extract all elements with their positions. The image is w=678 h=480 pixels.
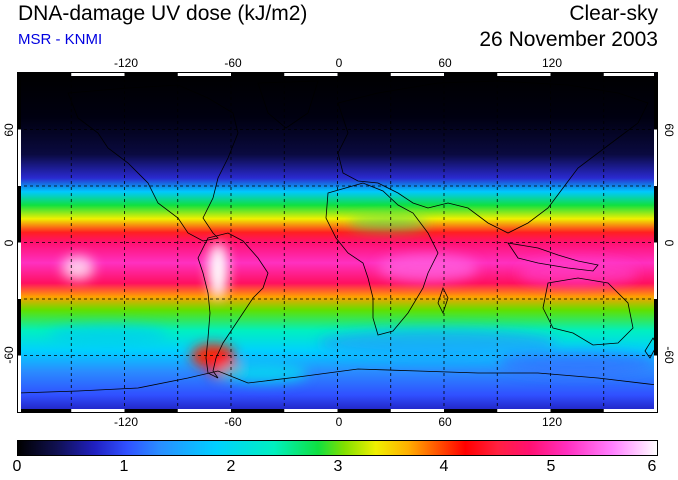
- coastline-indonesia: [507, 242, 599, 272]
- coastline-north-america: [67, 84, 239, 242]
- bottom-lon-tick-label: 120: [541, 415, 563, 429]
- right-lat-tick-label: 60: [662, 123, 676, 137]
- top-lon-tick-label: 0: [335, 56, 343, 70]
- edge-bar: [18, 73, 72, 76]
- edge-bar: [71, 409, 125, 412]
- colorbar-label: 6: [647, 458, 657, 475]
- edge-bar: [497, 73, 551, 76]
- edge-bar: [18, 129, 21, 186]
- edge-bar: [18, 299, 21, 356]
- edge-bar: [654, 355, 657, 412]
- edge-bar: [284, 409, 338, 412]
- coastline-antarctica: [18, 368, 657, 394]
- edge-bar: [18, 409, 72, 412]
- edge-bar: [337, 73, 391, 76]
- coastlines: [18, 80, 657, 394]
- coastline-madagascar: [437, 286, 449, 315]
- source-label: MSR - KNMI: [18, 31, 103, 48]
- right-lat-tick-label: 0: [662, 239, 676, 247]
- sky-condition-label: Clear-sky: [569, 2, 658, 25]
- date-label: 26 November 2003: [479, 28, 658, 51]
- edge-bar: [654, 299, 657, 356]
- edge-bar: [654, 242, 657, 299]
- bottom-lon-tick-label: -60: [224, 415, 242, 429]
- colorbar-label: 1: [119, 458, 129, 475]
- edge-bar: [444, 73, 498, 76]
- colorbar-label: 0: [12, 458, 22, 475]
- left-lat-tick-label: 0: [2, 239, 16, 247]
- edge-bar: [284, 73, 338, 76]
- coastline-africa: [325, 182, 439, 336]
- coastline-south-america: [197, 232, 269, 379]
- edge-bar: [603, 409, 657, 412]
- coastline-greenland: [257, 80, 319, 129]
- colorbar-label: 2: [226, 458, 236, 475]
- edge-bar: [444, 409, 498, 412]
- colorbar-label: 5: [546, 458, 556, 475]
- edge-bar: [231, 409, 285, 412]
- edge-bar: [497, 409, 551, 412]
- edge-bar: [18, 242, 21, 299]
- coastline-eurasia: [337, 80, 649, 234]
- bottom-lon-tick-label: -120: [113, 415, 139, 429]
- edge-bar: [603, 73, 657, 76]
- edge-bar: [337, 409, 391, 412]
- edge-bar: [231, 73, 285, 76]
- graticule: [18, 73, 657, 412]
- edge-bar: [550, 409, 604, 412]
- edge-bar: [177, 409, 231, 412]
- edge-tick-bars: [18, 73, 657, 412]
- top-lon-tick-label: -60: [224, 56, 242, 70]
- edge-bar: [71, 73, 125, 76]
- uv-dose-map[interactable]: [17, 72, 658, 413]
- bottom-lon-tick-label: 0: [335, 415, 343, 429]
- uv-field-features: [48, 215, 657, 383]
- edge-bar: [390, 409, 444, 412]
- edge-bar: [550, 73, 604, 76]
- map-canvas: [18, 73, 657, 412]
- map-title: DNA-damage UV dose (kJ/m2): [18, 2, 308, 25]
- top-lon-tick-label: 120: [541, 56, 563, 70]
- left-lat-tick-label: -60: [2, 346, 16, 364]
- edge-bar: [654, 129, 657, 186]
- edge-bar: [654, 186, 657, 243]
- edge-bar: [654, 73, 657, 130]
- edge-bar: [18, 186, 21, 243]
- edge-bar: [18, 355, 21, 412]
- top-lon-tick-label: -120: [113, 56, 139, 70]
- colorbar-label: 4: [439, 458, 449, 475]
- bottom-lon-tick-label: 60: [438, 415, 452, 429]
- top-lon-tick-label: 60: [438, 56, 452, 70]
- edge-bar: [124, 73, 178, 76]
- edge-bar: [177, 73, 231, 76]
- colorbar: [17, 440, 658, 456]
- edge-bar: [18, 73, 21, 130]
- colorbar-label: 3: [333, 458, 343, 475]
- coastline-australia: [542, 277, 634, 346]
- edge-bar: [390, 73, 444, 76]
- edge-bar: [124, 409, 178, 412]
- left-lat-tick-label: 60: [2, 123, 16, 137]
- right-lat-tick-label: -60: [662, 346, 676, 364]
